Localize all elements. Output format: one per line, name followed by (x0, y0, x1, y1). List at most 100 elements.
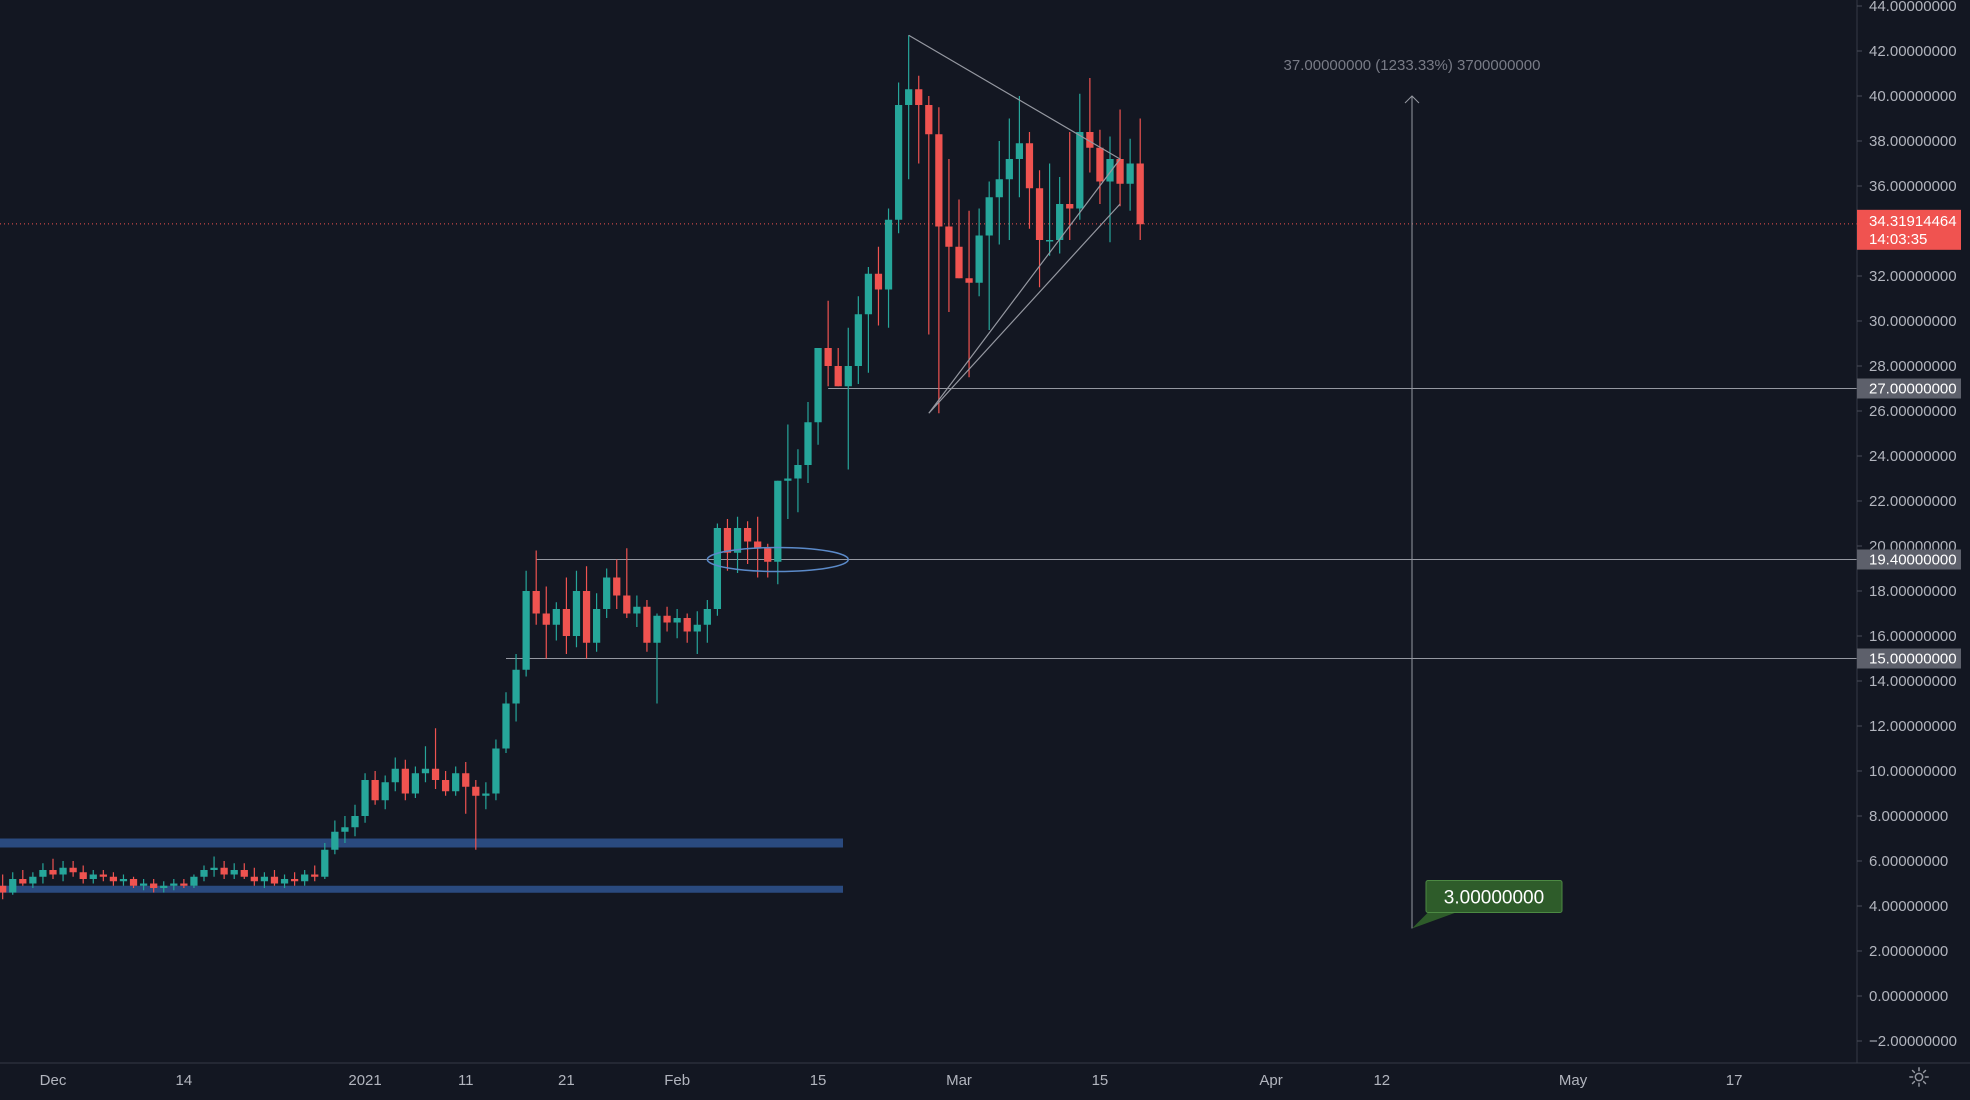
y-tick-label: 2.00000000 (1869, 943, 1948, 960)
candle-body (623, 595, 631, 614)
candle-body (280, 879, 289, 884)
y-tick-label: 30.00000000 (1869, 313, 1957, 330)
measure-arrow (1404, 95, 1420, 104)
candle-body (109, 876, 118, 882)
y-tick-label: 6.00000000 (1869, 853, 1948, 870)
candle-body (995, 179, 1003, 198)
y-tick-label: 12.00000000 (1869, 718, 1957, 735)
candle-body (502, 703, 510, 749)
candle-body (522, 591, 530, 670)
x-tick-label: Mar (946, 1072, 972, 1089)
candle-body (79, 872, 87, 879)
candle-body (29, 876, 37, 884)
candle-body (301, 874, 309, 882)
candle-body (915, 89, 923, 105)
x-tick-label: 15 (810, 1072, 827, 1089)
candle-body (1045, 240, 1054, 242)
target-box (1425, 880, 1563, 913)
gear-icon[interactable] (1908, 1066, 1930, 1088)
time-axis[interactable]: Dec 14 2021 11 21 Feb 15 Mar 15 Apr 12 May 17 (40, 1072, 1743, 1089)
candle-body (754, 541, 762, 549)
candle-body (1005, 159, 1013, 180)
candle-body (633, 606, 641, 614)
countdown-label: 14:03:35 (1869, 231, 1927, 248)
y-tick-label: −2.00000000 (1869, 1033, 1957, 1050)
candle-body (1116, 159, 1124, 184)
candle-body (512, 669, 520, 704)
candle-body (743, 528, 752, 542)
candle-body (592, 609, 601, 643)
candle-body (441, 780, 450, 792)
candle-body (1066, 204, 1074, 209)
candle-body (401, 768, 409, 794)
candle-body (49, 870, 57, 875)
candle-body (854, 314, 862, 366)
candle-body (552, 609, 560, 625)
y-tick-label: 10.00000000 (1869, 763, 1957, 780)
candle-body (1025, 143, 1034, 189)
level-tags: 27.00000000 19.40000000 15.00000000 (1857, 378, 1961, 669)
y-tick-label: 4.00000000 (1869, 898, 1948, 915)
candle-body (160, 885, 168, 888)
candle-body (1035, 188, 1044, 240)
candle-body (955, 246, 963, 279)
candle-body (774, 480, 782, 562)
y-tick-label: 40.00000000 (1869, 88, 1957, 105)
candle-body (925, 105, 933, 135)
y-tick-label: 28.00000000 (1869, 358, 1957, 375)
candle-body (844, 366, 852, 387)
y-tick-label: 8.00000000 (1869, 808, 1948, 825)
current-price-tag: 34.31914464 14:03:35 (1857, 209, 1961, 250)
candle-body (894, 105, 903, 220)
triangle-pattern (908, 34, 1121, 414)
candle-body (452, 773, 460, 792)
highlight-ellipse (706, 546, 850, 573)
candle-body (492, 748, 500, 794)
candle-body (663, 615, 671, 623)
target-pointer (1412, 912, 1456, 929)
x-tick-label: 12 (1373, 1072, 1390, 1089)
candle-body (331, 831, 339, 850)
candle-body (230, 870, 238, 875)
candle-body (421, 768, 430, 774)
price-axis[interactable]: 44.00000000 42.00000000 40.00000000 38.0000… (1857, 0, 1957, 1050)
candle-body (613, 577, 621, 596)
candle-body (764, 548, 772, 562)
x-tick-label: 14 (176, 1072, 193, 1089)
candle-body (824, 348, 832, 366)
y-tick-label: 14.00000000 (1869, 673, 1957, 690)
candle-body (733, 528, 742, 553)
x-tick-label: May (1559, 1072, 1588, 1089)
x-tick-label: Apr (1259, 1072, 1282, 1089)
candle-body (643, 606, 651, 643)
candle-body (99, 874, 107, 877)
x-tick-label: 2021 (348, 1072, 381, 1089)
candle-body (19, 879, 27, 884)
y-tick-label: 42.00000000 (1869, 43, 1957, 60)
candle-body (270, 876, 279, 884)
y-tick-label: 36.00000000 (1869, 178, 1957, 195)
target-callout[interactable]: 3.00000000 (1412, 880, 1563, 929)
candle-body (69, 867, 77, 873)
support-zone (0, 885, 843, 893)
candle-body (1086, 132, 1094, 148)
candle-body (1106, 159, 1114, 182)
x-tick-label: 15 (1092, 1072, 1109, 1089)
support-zone (0, 838, 843, 848)
y-tick-label: 22.00000000 (1869, 493, 1957, 510)
candle-body (965, 278, 973, 283)
candle-body (89, 874, 97, 879)
current-price-label: 34.31914464 (1869, 213, 1957, 230)
candle-body (39, 870, 47, 877)
candle-body (582, 591, 591, 643)
candle-body (260, 876, 269, 882)
y-tick-label: 32.00000000 (1869, 268, 1957, 285)
candle-body (150, 883, 158, 888)
candle-body (874, 273, 883, 290)
x-tick-label: 17 (1726, 1072, 1743, 1089)
candle-body (0, 885, 7, 893)
candle-body (975, 235, 983, 283)
candle-body (9, 879, 17, 893)
candle-body (723, 528, 732, 553)
